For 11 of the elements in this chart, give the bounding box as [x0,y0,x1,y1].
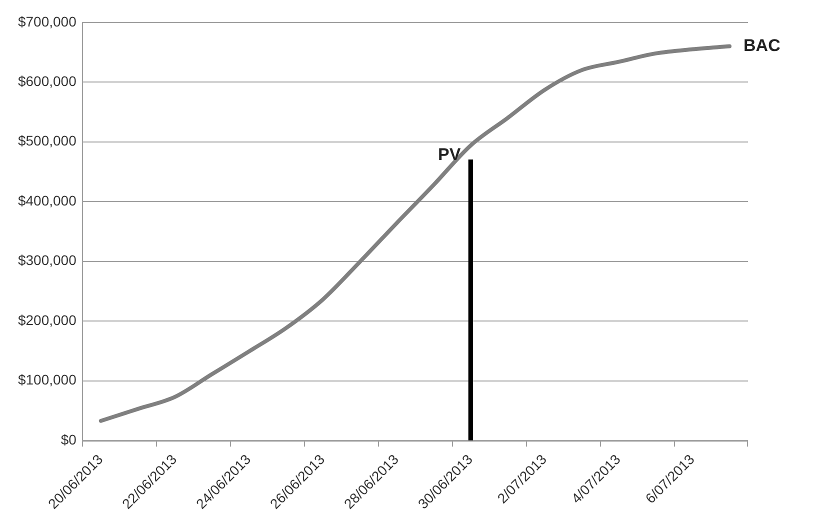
y-tick-label: $200,000 [18,312,77,328]
series-label: BAC [744,36,780,55]
y-tick-label: $0 [60,431,77,448]
y-tick-label: $100,000 [18,372,77,388]
y-tick-label: $500,000 [18,132,77,149]
y-tick-label: $600,000 [18,73,77,89]
y-tick-label: $700,000 [18,13,77,30]
y-tick-label: $300,000 [18,252,77,268]
y-tick-label: $400,000 [18,192,77,208]
line-series [98,44,732,423]
series-label: PV [438,144,462,164]
